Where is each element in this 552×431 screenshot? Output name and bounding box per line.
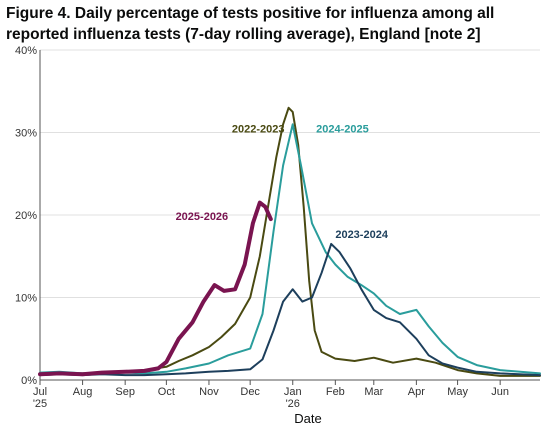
x-tick-label: Aug <box>73 386 93 398</box>
x-tick-label: Sep <box>115 386 135 398</box>
chart-title: Figure 4. Daily percentage of tests posi… <box>6 5 495 43</box>
y-tick-label: 0% <box>21 375 37 387</box>
x-tick-label: Apr <box>408 386 425 398</box>
x-tick-sublabel: '26 <box>286 398 300 410</box>
x-tick-label: Mar <box>364 386 383 398</box>
x-tick-label: Jun <box>491 386 509 398</box>
x-tick-label: May <box>447 386 468 398</box>
series-line-2023-2024 <box>39 242 541 377</box>
series-label-2024-2025: 2024-2025 <box>316 124 369 136</box>
y-tick-label: 40% <box>15 45 37 57</box>
series-line-2025-2026 <box>38 200 273 377</box>
series-label-2025-2026: 2025-2026 <box>176 211 229 223</box>
x-tick-label: Nov <box>199 386 219 398</box>
series-line-2024-2025 <box>39 123 541 375</box>
series-label-2022-2023: 2022-2023 <box>232 124 285 136</box>
series-lines <box>38 106 541 377</box>
series-label-2023-2024: 2023-2024 <box>335 229 388 241</box>
y-tick-label: 20% <box>15 210 37 222</box>
x-tick-label: Dec <box>240 386 260 398</box>
x-tick-label: Jan <box>284 386 302 398</box>
x-tick-label: Feb <box>326 386 345 398</box>
y-tick-label: 30% <box>15 128 37 140</box>
series-line-2022-2023 <box>39 106 541 377</box>
axes: 0% 10% 20% 30% 40% Jul'25 Aug Sep Oct Nov Dec Jan'2… <box>15 45 540 426</box>
grid-lines <box>40 49 540 381</box>
y-tick-label: 10% <box>15 293 37 305</box>
x-tick-label: Jul <box>33 386 47 398</box>
x-tick-label: Oct <box>158 386 175 398</box>
x-axis-title: Date <box>294 411 321 426</box>
x-tick-sublabel: '25 <box>33 398 47 410</box>
series-labels: 2022-2023 2024-2025 2023-2024 2025-2026 <box>176 124 389 242</box>
